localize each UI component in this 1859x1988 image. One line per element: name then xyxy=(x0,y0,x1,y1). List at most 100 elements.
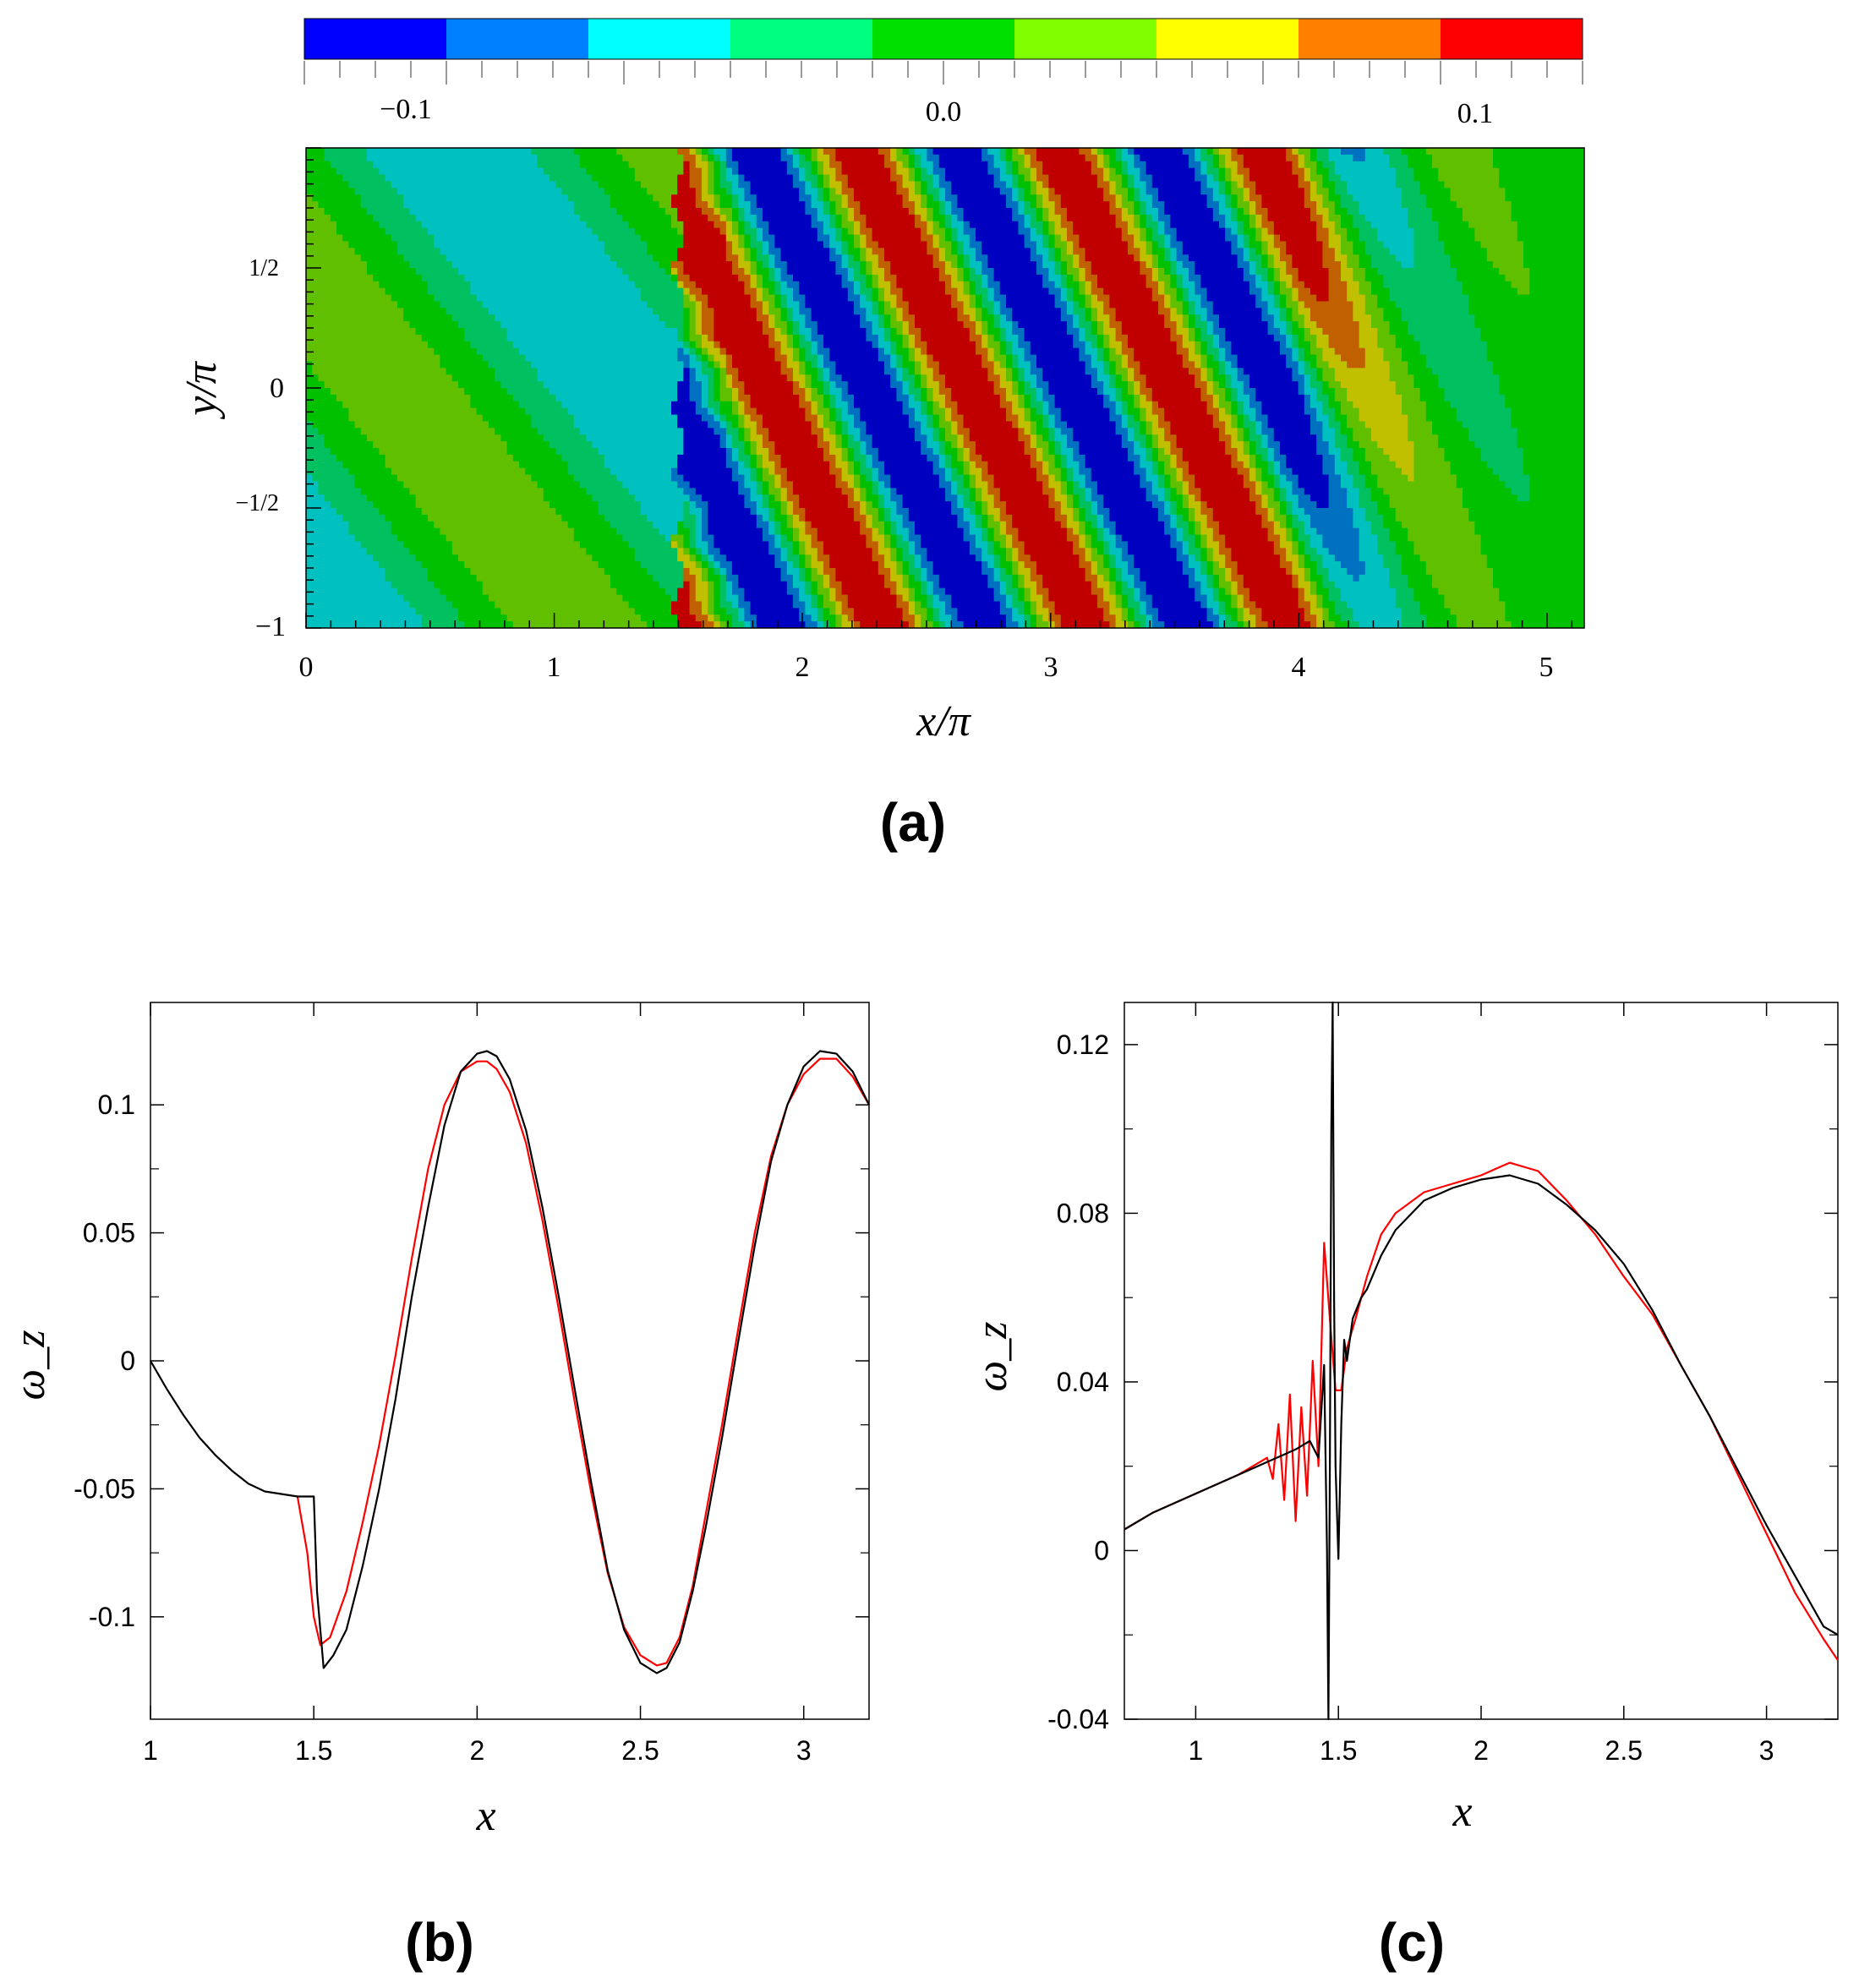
contour-cell xyxy=(354,574,362,582)
contour-cell xyxy=(360,294,368,303)
contour-cell xyxy=(671,614,678,622)
contour-cell xyxy=(482,308,489,315)
contour-cell xyxy=(434,281,440,289)
contour-cell xyxy=(634,587,642,596)
contour-cell xyxy=(500,161,508,169)
contour-cell xyxy=(664,321,672,329)
contour-cell xyxy=(421,467,429,476)
contour-cell xyxy=(318,541,325,549)
contour-cell xyxy=(500,481,508,489)
contour-cell xyxy=(440,201,447,209)
contour-cell xyxy=(549,394,556,402)
contour-cell xyxy=(306,234,313,243)
contour-cell xyxy=(653,594,660,603)
contour-cell xyxy=(342,614,349,622)
contour-cell xyxy=(312,167,319,176)
contour-cell xyxy=(318,527,325,536)
contour-cell xyxy=(708,521,714,529)
contour-cell xyxy=(318,361,325,369)
contour-cell xyxy=(525,601,532,609)
contour-cell xyxy=(354,501,362,509)
contour-cell xyxy=(525,274,532,282)
contour-cell xyxy=(641,428,648,435)
contour-cell xyxy=(489,161,495,169)
contour-cell xyxy=(586,214,593,222)
contour-cell xyxy=(330,194,337,202)
contour-cell xyxy=(379,467,386,476)
contour-cell xyxy=(421,334,429,342)
contour-cell xyxy=(379,214,386,222)
contour-cell xyxy=(489,608,495,615)
contour-cell xyxy=(573,254,581,262)
contour-cell xyxy=(324,494,331,502)
contour-cell xyxy=(397,268,404,276)
contour-cell xyxy=(719,481,727,489)
contour-cell xyxy=(506,554,514,562)
contour-cell xyxy=(476,181,484,188)
contour-cell xyxy=(506,154,514,162)
contour-cell xyxy=(616,527,623,536)
contour-cell xyxy=(367,194,374,202)
contour-cell xyxy=(397,314,404,322)
contour-cell xyxy=(342,214,349,222)
contour-cell xyxy=(634,467,642,476)
contour-cell xyxy=(586,161,593,169)
contour-cell xyxy=(354,534,362,543)
contour-cell xyxy=(604,308,611,315)
contour-cell xyxy=(719,368,727,375)
contour-cell xyxy=(708,548,714,555)
contour-cell xyxy=(531,208,539,216)
contour-cell xyxy=(385,527,392,536)
contour-cell xyxy=(434,201,440,209)
contour-cell xyxy=(391,227,398,236)
contour-cell xyxy=(385,248,392,255)
contour-cell xyxy=(604,161,611,169)
contour-cell xyxy=(604,287,611,296)
contour-cell xyxy=(653,534,660,543)
contour-cell xyxy=(330,148,337,156)
contour-cell xyxy=(549,214,556,222)
contour-cell xyxy=(506,208,514,216)
contour-cell xyxy=(318,514,325,522)
contour-cell xyxy=(440,361,447,369)
contour-cell xyxy=(342,527,349,536)
contour-cell xyxy=(537,188,544,195)
contour-cell xyxy=(586,347,593,356)
contour-cell xyxy=(403,508,410,516)
contour-cell xyxy=(373,248,380,255)
contour-cell xyxy=(628,334,636,342)
contour-cell xyxy=(628,548,636,555)
contour-cell xyxy=(628,587,636,596)
contour-cell xyxy=(567,527,575,536)
contour-cell xyxy=(428,281,435,289)
contour-cell xyxy=(519,608,526,615)
contour-cell xyxy=(446,248,453,255)
contour-cell xyxy=(616,368,623,375)
contour-cell xyxy=(312,394,319,402)
contour-cell xyxy=(695,574,703,582)
contour-cell xyxy=(360,394,368,402)
contour-cell xyxy=(592,294,599,303)
contour-cell xyxy=(421,368,429,375)
contour-cell xyxy=(440,154,447,162)
contour-cell xyxy=(500,421,508,429)
contour-cell xyxy=(555,414,562,423)
contour-cell xyxy=(397,161,404,169)
contour-cell xyxy=(610,587,617,596)
contour-cell xyxy=(367,201,374,209)
contour-cell xyxy=(683,148,691,156)
contour-cell xyxy=(440,174,447,183)
contour-cell xyxy=(543,314,550,322)
contour-cell xyxy=(489,467,495,476)
contour-cell xyxy=(567,234,575,243)
contour-cell xyxy=(512,254,520,262)
contour-cell xyxy=(622,474,630,483)
contour-cell xyxy=(403,287,410,296)
contour-cell xyxy=(458,594,465,603)
contour-cell xyxy=(647,208,653,216)
contour-cell xyxy=(489,268,495,276)
contour-cell xyxy=(336,514,343,522)
contour-cell xyxy=(385,194,392,202)
contour-cell xyxy=(470,381,478,389)
contour-cell xyxy=(653,494,660,502)
